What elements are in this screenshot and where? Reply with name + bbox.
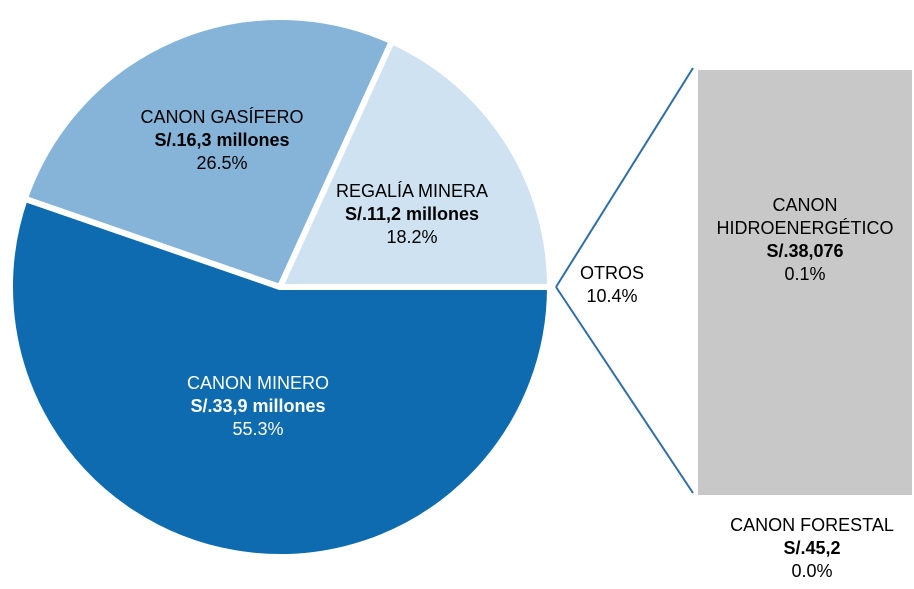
slice-label: REGALÍA MINERA S/.11,2 millones 18.2% — [336, 180, 488, 249]
percent-label: 55.3% — [232, 419, 284, 439]
amount-label: S/.16,3 millones — [154, 130, 290, 150]
slice-label: CANON GASÍFERO S/.16,3 millones 26.5% — [140, 106, 303, 175]
bar-label: CANON HIDROENERGÉTICO S/.38,076 0.1% — [700, 194, 910, 286]
percent-label: 0.1% — [784, 264, 826, 284]
pie-slice — [277, 38, 553, 290]
amount-label: S/.45,2 — [783, 538, 841, 558]
bar-label: CANON FORESTAL S/.45,2 0.0% — [730, 514, 894, 583]
amount-label: S/.11,2 millones — [344, 204, 480, 224]
amount-label: S/.33,9 millones — [190, 396, 326, 416]
amount-label: S/.38,076 — [766, 241, 844, 261]
slice-label: CANON MINERO S/.33,9 millones 55.3% — [187, 372, 329, 441]
percent-label: 26.5% — [196, 153, 248, 173]
category-label: CANON FORESTAL — [730, 515, 894, 535]
others-percent: 10.4% — [586, 286, 638, 306]
others-name: OTROS — [579, 263, 645, 283]
connector — [555, 286, 694, 494]
pie-slice — [21, 14, 395, 290]
category-label: REGALÍA MINERA — [335, 181, 489, 201]
others-label: OTROS 10.4% — [580, 262, 644, 308]
bar-segment — [698, 70, 912, 495]
category-label: CANON HIDROENERGÉTICO — [716, 195, 894, 238]
percent-label: 18.2% — [386, 227, 438, 247]
category-label: CANON GASÍFERO — [140, 107, 304, 127]
percent-label: 0.0% — [791, 561, 833, 581]
category-label: CANON MINERO — [186, 373, 330, 393]
connector — [555, 67, 694, 288]
